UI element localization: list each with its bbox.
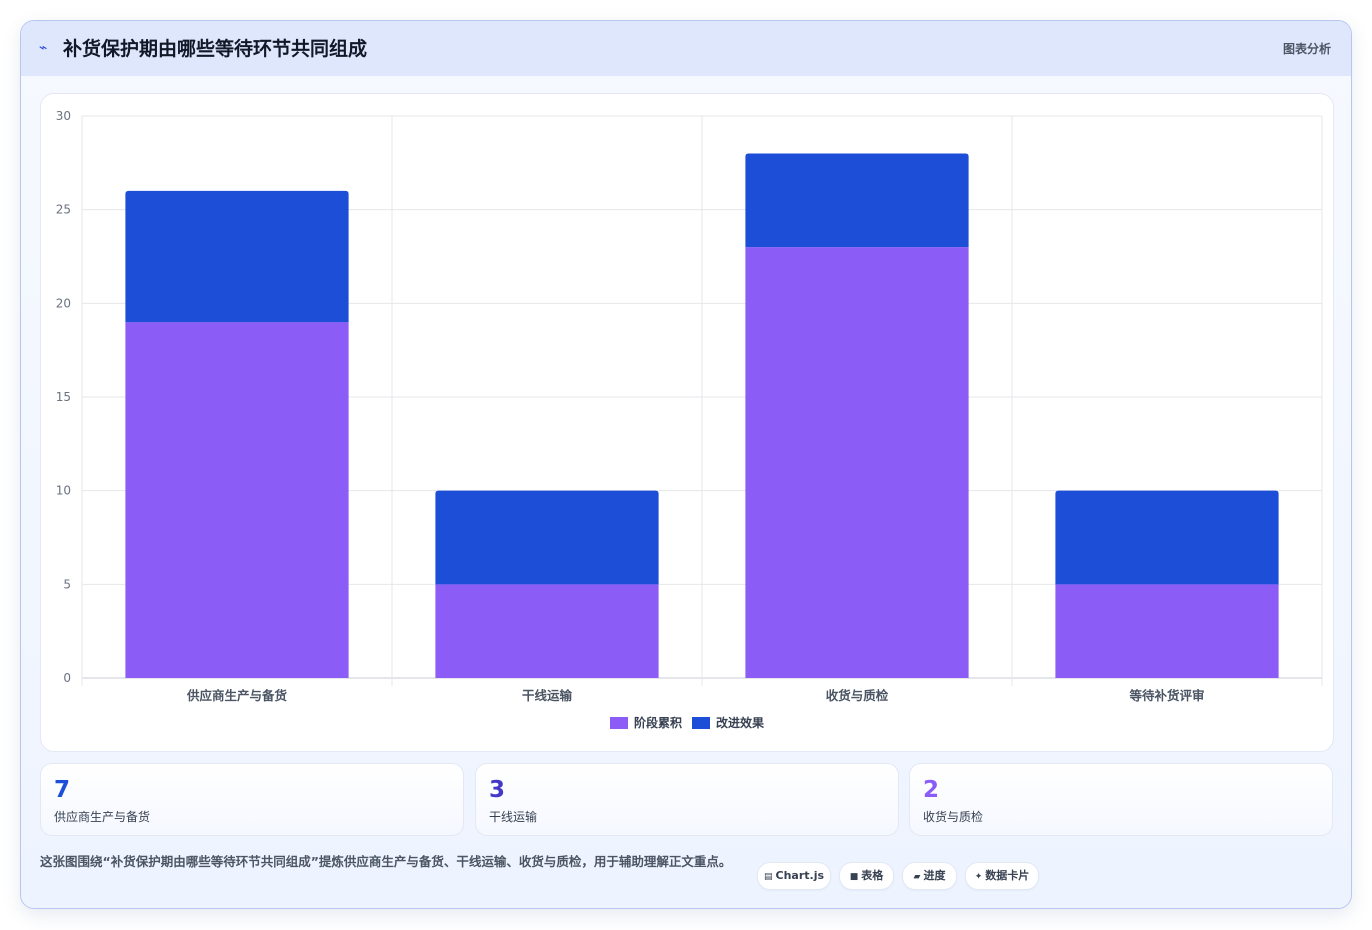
bar-segment: [745, 153, 969, 248]
y-tick-label: 10: [56, 484, 71, 498]
chart-card: ⌁ 补货保护期由哪些等待环节共同组成 图表分析 0 5 10 15 20 25 30 供应商生…: [20, 20, 1352, 909]
stat-value: 7: [54, 777, 71, 803]
chart-analysis-tag: 图表分析: [1282, 42, 1331, 56]
stat-value: 2: [923, 777, 940, 803]
chip-label: 进度: [923, 869, 946, 882]
legend-swatch: [692, 717, 710, 729]
x-tick-label: 收货与质检: [826, 688, 889, 703]
legend-label: 改进效果: [716, 715, 764, 730]
chart-title: 补货保护期由哪些等待环节共同组成: [63, 38, 368, 60]
table-icon: ■: [849, 872, 859, 882]
chart-footnote: 这张图围绕“补货保护期由哪些等待环节共同组成”提炼供应商生产与备货、干线运输、收…: [40, 854, 732, 869]
chip-table[interactable]: ■ 表格: [839, 862, 894, 890]
bar-segment: [125, 322, 349, 678]
y-tick-label: 0: [63, 671, 71, 685]
chart-icon: ▤: [763, 872, 773, 882]
y-tick-label: 30: [56, 109, 71, 123]
y-tick-label: 15: [56, 390, 71, 404]
y-tick-label: 5: [63, 577, 71, 591]
stat-card-1: 7 供应商生产与备货: [40, 763, 464, 836]
y-tick-label: 25: [56, 203, 71, 217]
bar-segment: [1055, 584, 1279, 678]
bar-segment: [125, 190, 349, 323]
bar-segment: [435, 584, 659, 678]
stat-card-2: 3 干线运输: [475, 763, 899, 836]
stat-label: 收货与质检: [923, 810, 984, 824]
chip-label: 数据卡片: [985, 869, 1030, 882]
stat-card-3: 2 收货与质检: [909, 763, 1333, 836]
stat-label: 供应商生产与备货: [54, 810, 151, 824]
x-tick-label: 干线运输: [522, 688, 573, 703]
chart-panel: 0 5 10 15 20 25 30 供应商生产与备货 干线运输 收货与质检 等待补货评审阶段累积 改…: [40, 93, 1334, 752]
legend-label: 阶段累积: [634, 715, 682, 730]
bar-segment: [435, 490, 659, 585]
chip-label: Chart.js: [775, 869, 825, 882]
y-tick-label: 20: [56, 296, 71, 310]
card-header: ⌁ 补货保护期由哪些等待环节共同组成 图表分析: [21, 21, 1351, 76]
chip-chartjs[interactable]: ▤ Chart.js: [757, 862, 831, 890]
bar-segment: [745, 247, 969, 678]
stat-value: 3: [489, 777, 506, 803]
data-card-icon: ✦: [974, 872, 983, 882]
x-tick-label: 供应商生产与备货: [186, 688, 288, 703]
x-tick-label: 等待补货评审: [1128, 688, 1204, 703]
sparkline-icon: ⌁: [39, 40, 48, 56]
chip-label: 表格: [861, 869, 884, 882]
chip-progress[interactable]: ▰ 进度: [902, 862, 957, 890]
chip-data-card[interactable]: ✦ 数据卡片: [965, 862, 1039, 890]
stat-label: 干线运输: [489, 810, 538, 824]
progress-icon: ▰: [913, 872, 921, 882]
legend-swatch: [610, 717, 628, 729]
bar-segment: [1055, 490, 1279, 585]
